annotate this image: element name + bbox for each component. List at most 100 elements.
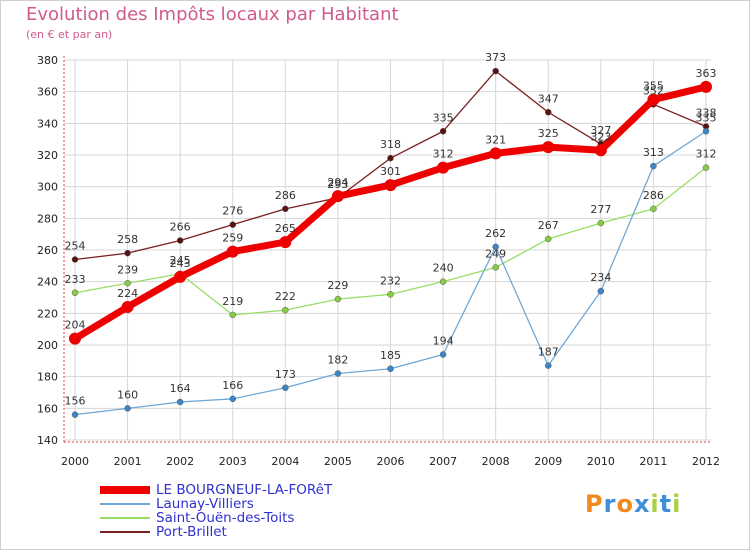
data-label-saint-oue-n-des-toits: 277 xyxy=(590,203,611,216)
y-tick-label: 360 xyxy=(37,86,58,99)
y-tick-label: 220 xyxy=(37,307,58,320)
data-label-port-brillet: 318 xyxy=(380,138,401,151)
data-label-launay-villiers: 166 xyxy=(222,379,243,392)
data-label-launay-villiers: 182 xyxy=(327,354,348,367)
data-point-saint-oue-n-des-toits xyxy=(229,311,236,319)
data-label-port-brillet: 335 xyxy=(433,111,454,124)
legend: LE BOURGNEUF-LA-FORêT Launay-Villiers Sain… xyxy=(100,482,380,540)
data-point-launay-villiers xyxy=(439,351,447,358)
data-point-port-brillet xyxy=(545,109,552,116)
data-point-launay-villiers xyxy=(702,128,710,135)
data-point-saint-oue-n-des-toits xyxy=(597,219,605,227)
data-label-le-bourgneuf-la-fore-t: 355 xyxy=(643,80,664,93)
data-label-launay-villiers: 185 xyxy=(380,349,401,362)
legend-swatch xyxy=(100,503,150,505)
data-point-le-bourgneuf-la-fore-t xyxy=(489,147,502,160)
data-label-saint-oue-n-des-toits: 232 xyxy=(380,274,401,287)
data-point-port-brillet xyxy=(439,128,447,135)
data-point-launay-villiers xyxy=(229,395,236,403)
y-tick-label: 300 xyxy=(37,181,58,194)
data-point-launay-villiers xyxy=(124,405,131,412)
data-label-saint-oue-n-des-toits: 286 xyxy=(643,189,664,202)
data-label-launay-villiers: 335 xyxy=(696,111,717,124)
data-point-saint-oue-n-des-toits xyxy=(545,235,552,243)
legend-item-port-brillet: Port-Brillet xyxy=(100,524,380,540)
data-point-launay-villiers xyxy=(545,362,552,369)
data-point-port-brillet xyxy=(492,67,499,75)
data-point-le-bourgneuf-la-fore-t xyxy=(174,270,187,283)
x-tick-label: 2010 xyxy=(587,455,615,468)
chart-subtitle: (en € et par an) xyxy=(26,28,113,41)
y-tick-label: 340 xyxy=(37,117,58,130)
data-label-le-bourgneuf-la-fore-t: 325 xyxy=(538,127,559,140)
data-point-le-bourgneuf-la-fore-t xyxy=(279,236,292,249)
x-tick-label: 2011 xyxy=(639,455,667,468)
data-point-launay-villiers xyxy=(492,243,499,251)
data-point-port-brillet xyxy=(124,249,131,257)
data-point-launay-villiers xyxy=(71,411,79,418)
data-point-le-bourgneuf-la-fore-t xyxy=(542,141,555,154)
data-label-le-bourgneuf-la-fore-t: 323 xyxy=(590,130,611,143)
data-point-saint-oue-n-des-toits xyxy=(387,291,394,298)
data-label-port-brillet: 293 xyxy=(327,178,348,191)
x-tick-label: 2000 xyxy=(61,455,89,468)
proxiti-logo: Proxiti xyxy=(585,490,682,518)
data-point-le-bourgneuf-la-fore-t xyxy=(226,245,239,258)
legend-swatch xyxy=(100,531,150,533)
data-point-le-bourgneuf-la-fore-t xyxy=(384,179,397,192)
data-point-le-bourgneuf-la-fore-t xyxy=(594,144,607,157)
data-point-saint-oue-n-des-toits xyxy=(650,205,657,213)
y-tick-label: 140 xyxy=(37,434,58,447)
data-label-port-brillet: 276 xyxy=(222,205,243,218)
data-point-port-brillet xyxy=(71,256,79,263)
legend-item-saint-oue-n-des-toits: Saint-Ouën-des-Toits xyxy=(100,510,380,526)
legend-label: Launay-Villiers xyxy=(156,496,254,512)
data-point-launay-villiers xyxy=(176,398,184,406)
y-tick-label: 200 xyxy=(37,339,58,352)
data-label-le-bourgneuf-la-fore-t: 224 xyxy=(117,287,138,300)
data-label-launay-villiers: 262 xyxy=(485,227,506,240)
data-point-port-brillet xyxy=(282,205,289,213)
x-tick-label: 2008 xyxy=(482,455,510,468)
data-label-launay-villiers: 187 xyxy=(538,346,559,359)
y-tick-label: 260 xyxy=(37,244,58,257)
data-label-le-bourgneuf-la-fore-t: 321 xyxy=(485,133,506,146)
data-label-launay-villiers: 194 xyxy=(433,335,454,348)
data-label-port-brillet: 327 xyxy=(590,124,611,137)
data-point-saint-oue-n-des-toits xyxy=(71,289,79,296)
x-tick-label: 2004 xyxy=(271,455,299,468)
x-tick-label: 2001 xyxy=(114,455,142,468)
data-label-le-bourgneuf-la-fore-t: 259 xyxy=(222,232,243,245)
x-tick-label: 2006 xyxy=(377,455,405,468)
line-chart: 140 160 180 200 220 240 260 280 300 320 340 360 380 2… xyxy=(37,51,720,468)
data-label-saint-oue-n-des-toits: 233 xyxy=(65,273,86,286)
data-label-launay-villiers: 173 xyxy=(275,368,296,381)
data-label-saint-oue-n-des-toits: 267 xyxy=(538,219,559,232)
data-point-saint-oue-n-des-toits xyxy=(124,280,131,287)
data-label-port-brillet: 286 xyxy=(275,189,296,202)
data-label-saint-oue-n-des-toits: 239 xyxy=(117,263,138,276)
data-point-saint-oue-n-des-toits xyxy=(492,264,499,271)
legend-swatch xyxy=(100,517,150,519)
data-point-le-bourgneuf-la-fore-t xyxy=(700,80,712,93)
data-label-port-brillet: 347 xyxy=(538,92,559,105)
data-label-port-brillet: 258 xyxy=(117,233,138,246)
data-label-le-bourgneuf-la-fore-t: 301 xyxy=(380,165,401,178)
data-point-launay-villiers xyxy=(282,384,289,391)
data-point-le-bourgneuf-la-fore-t xyxy=(121,301,134,313)
data-label-launay-villiers: 164 xyxy=(170,382,191,395)
data-point-le-bourgneuf-la-fore-t xyxy=(331,190,344,203)
data-point-saint-oue-n-des-toits xyxy=(334,295,342,303)
data-label-saint-oue-n-des-toits: 222 xyxy=(275,290,296,303)
legend-label: LE BOURGNEUF-LA-FORêT xyxy=(156,482,333,498)
data-label-port-brillet: 373 xyxy=(485,51,506,64)
data-point-launay-villiers xyxy=(387,365,394,372)
data-label-saint-oue-n-des-toits: 245 xyxy=(170,254,191,267)
data-label-launay-villiers: 160 xyxy=(117,388,138,401)
data-point-launay-villiers xyxy=(650,162,657,170)
legend-label: Saint-Ouën-des-Toits xyxy=(156,510,295,526)
data-label-le-bourgneuf-la-fore-t: 294 xyxy=(327,176,348,189)
data-point-launay-villiers xyxy=(597,287,605,295)
data-label-le-bourgneuf-la-fore-t: 243 xyxy=(170,257,191,270)
data-point-le-bourgneuf-la-fore-t xyxy=(647,93,660,106)
